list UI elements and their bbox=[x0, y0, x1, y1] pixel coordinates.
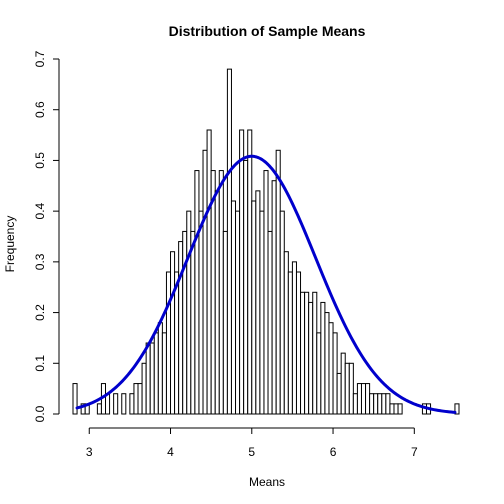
histogram-bar bbox=[145, 342, 151, 415]
histogram-bar bbox=[210, 170, 216, 415]
y-tick-label: 0.1 bbox=[33, 355, 47, 372]
histogram-bar bbox=[121, 393, 127, 415]
histogram-bar bbox=[279, 210, 285, 415]
y-tick-label: 0.6 bbox=[33, 101, 47, 118]
histogram-bar bbox=[352, 393, 358, 415]
histogram-bar bbox=[308, 301, 314, 415]
histogram-bar bbox=[393, 403, 399, 415]
histogram-bar bbox=[137, 383, 143, 415]
histogram-bar bbox=[226, 68, 232, 415]
histogram-bar bbox=[165, 271, 172, 415]
density-curve bbox=[75, 154, 457, 414]
histogram-bar bbox=[243, 159, 249, 415]
histogram-bar bbox=[222, 230, 228, 415]
histogram-bar bbox=[275, 149, 281, 415]
histogram-bar bbox=[271, 180, 277, 415]
x-axis-label: Means bbox=[249, 475, 285, 489]
histogram-bar bbox=[206, 129, 212, 415]
histogram-bar bbox=[295, 271, 302, 415]
histogram-bar bbox=[365, 383, 371, 415]
histogram-bar bbox=[267, 230, 273, 415]
histogram-bar bbox=[149, 342, 155, 415]
histogram-bar bbox=[198, 210, 204, 415]
histogram-bar bbox=[259, 210, 265, 415]
histogram-bar bbox=[300, 291, 306, 415]
y-tick-label: 0.5 bbox=[33, 152, 47, 169]
histogram-bar bbox=[194, 170, 200, 415]
y-axis: 0.0 0.1 0.2 0.3 0.4 0.5 0.6 0.7 bbox=[33, 50, 60, 422]
histogram-bar bbox=[356, 383, 362, 415]
histogram-bar bbox=[332, 332, 338, 415]
histogram-bar bbox=[186, 210, 192, 415]
histogram-bar bbox=[218, 170, 224, 415]
y-tick-label: 0.7 bbox=[33, 50, 47, 67]
histogram-bar bbox=[324, 312, 330, 415]
y-axis-label: Frequency bbox=[3, 216, 17, 273]
histogram-bar bbox=[360, 383, 367, 415]
histogram-bar bbox=[214, 190, 220, 415]
histogram-bar bbox=[454, 403, 460, 415]
chart-title: Distribution of Sample Means bbox=[169, 23, 366, 39]
x-tick-label: 5 bbox=[248, 445, 255, 459]
histogram-bar bbox=[161, 332, 167, 415]
histogram-bar bbox=[291, 261, 297, 415]
histogram-bar bbox=[190, 230, 196, 415]
histogram-bar bbox=[72, 383, 78, 415]
y-tick-label: 0.0 bbox=[33, 405, 47, 422]
histogram-bar bbox=[348, 362, 354, 415]
histogram-bar bbox=[336, 372, 342, 415]
histogram-bar bbox=[263, 170, 269, 415]
histogram-bar bbox=[96, 403, 102, 415]
histogram-bar bbox=[157, 322, 163, 415]
histogram-bar bbox=[320, 301, 326, 415]
histogram-bar bbox=[230, 200, 237, 415]
x-axis: 3 4 5 6 7 bbox=[86, 427, 418, 459]
histogram-bar bbox=[247, 129, 253, 415]
histogram-bar bbox=[316, 332, 322, 415]
histogram-bar bbox=[381, 393, 387, 415]
histogram-bar bbox=[129, 393, 135, 415]
histogram-bar bbox=[251, 200, 257, 415]
histogram-bar bbox=[389, 403, 395, 415]
histogram-bar bbox=[344, 362, 350, 415]
histogram-bar bbox=[202, 149, 208, 415]
histogram-bar bbox=[141, 362, 147, 415]
histogram-bar bbox=[174, 271, 180, 415]
histogram-bar bbox=[385, 393, 391, 415]
x-tick-label: 6 bbox=[330, 445, 337, 459]
histogram-bar bbox=[397, 403, 403, 415]
histogram-bar bbox=[178, 241, 184, 415]
y-tick-label: 0.3 bbox=[33, 253, 47, 270]
x-tick-label: 7 bbox=[411, 445, 418, 459]
histogram-bar bbox=[373, 393, 379, 415]
histogram-bars bbox=[72, 68, 460, 415]
histogram-bar bbox=[239, 129, 245, 415]
y-tick-label: 0.2 bbox=[33, 304, 47, 321]
histogram-bar bbox=[328, 322, 334, 415]
y-tick-label: 0.4 bbox=[33, 202, 47, 219]
histogram-bar bbox=[113, 393, 119, 415]
x-tick-label: 4 bbox=[167, 445, 174, 459]
histogram-bar bbox=[369, 393, 375, 415]
histogram-bar bbox=[283, 251, 289, 415]
histogram-bar bbox=[304, 291, 310, 415]
histogram-bar bbox=[235, 210, 241, 415]
histogram-bar bbox=[133, 383, 139, 415]
histogram-bar bbox=[170, 251, 176, 415]
histogram-bar bbox=[255, 190, 261, 415]
histogram-bar bbox=[312, 291, 318, 415]
x-tick-label: 3 bbox=[86, 445, 93, 459]
histogram-bar bbox=[377, 393, 383, 415]
histogram-bar bbox=[340, 352, 346, 415]
histogram-bar bbox=[153, 332, 159, 415]
histogram-bar bbox=[287, 271, 293, 415]
